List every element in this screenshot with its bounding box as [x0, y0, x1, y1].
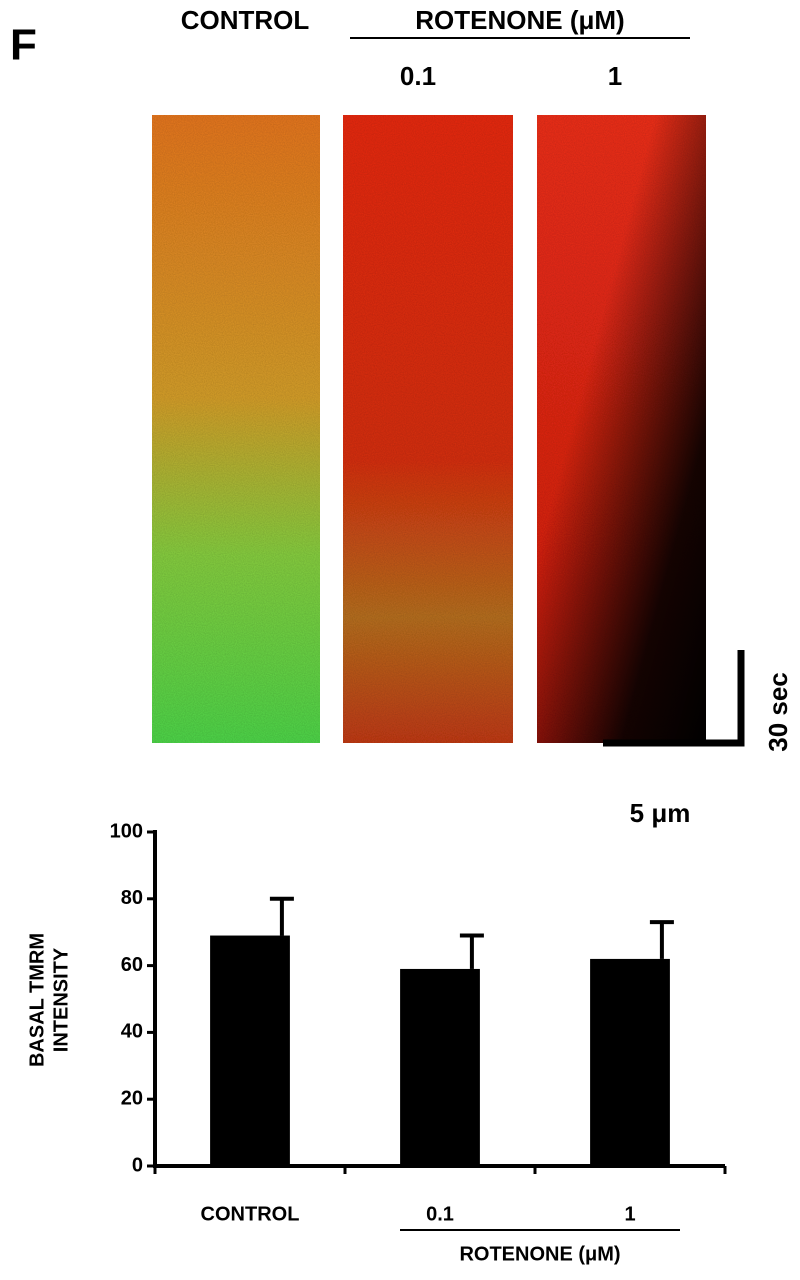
- control-header: CONTROL: [181, 5, 310, 35]
- time-scale-label: 30 sec: [763, 672, 793, 752]
- y-tick-label: 60: [121, 954, 143, 976]
- y-tick-label: 0: [132, 1154, 143, 1176]
- panel-label: F: [10, 21, 37, 70]
- dose-header: 0.1: [400, 61, 436, 91]
- y-tick-label: 40: [121, 1021, 143, 1043]
- y-axis-label: BASAL TMRM: [26, 933, 48, 1067]
- y-axis-label: INTENSITY: [50, 947, 72, 1052]
- dose-header: 1: [608, 61, 622, 91]
- bar: [590, 958, 670, 1166]
- x-tick-label: CONTROL: [201, 1203, 300, 1225]
- group-label: ROTENONE (μM): [459, 1243, 620, 1265]
- kymograph-control: [152, 115, 320, 743]
- y-tick-label: 20: [121, 1087, 143, 1109]
- kymograph-high-dose: [537, 115, 706, 743]
- y-tick-label: 100: [110, 820, 143, 842]
- scale-bar: [603, 650, 745, 747]
- group-header: ROTENONE (μM): [415, 5, 624, 35]
- x-tick-label: 1: [624, 1203, 635, 1225]
- bar: [400, 968, 480, 1166]
- length-scale-label: 5 μm: [630, 798, 691, 828]
- y-tick-label: 80: [121, 887, 143, 909]
- x-tick-label: 0.1: [426, 1203, 454, 1225]
- bar: [210, 935, 290, 1166]
- kymograph-low-dose: [343, 115, 513, 743]
